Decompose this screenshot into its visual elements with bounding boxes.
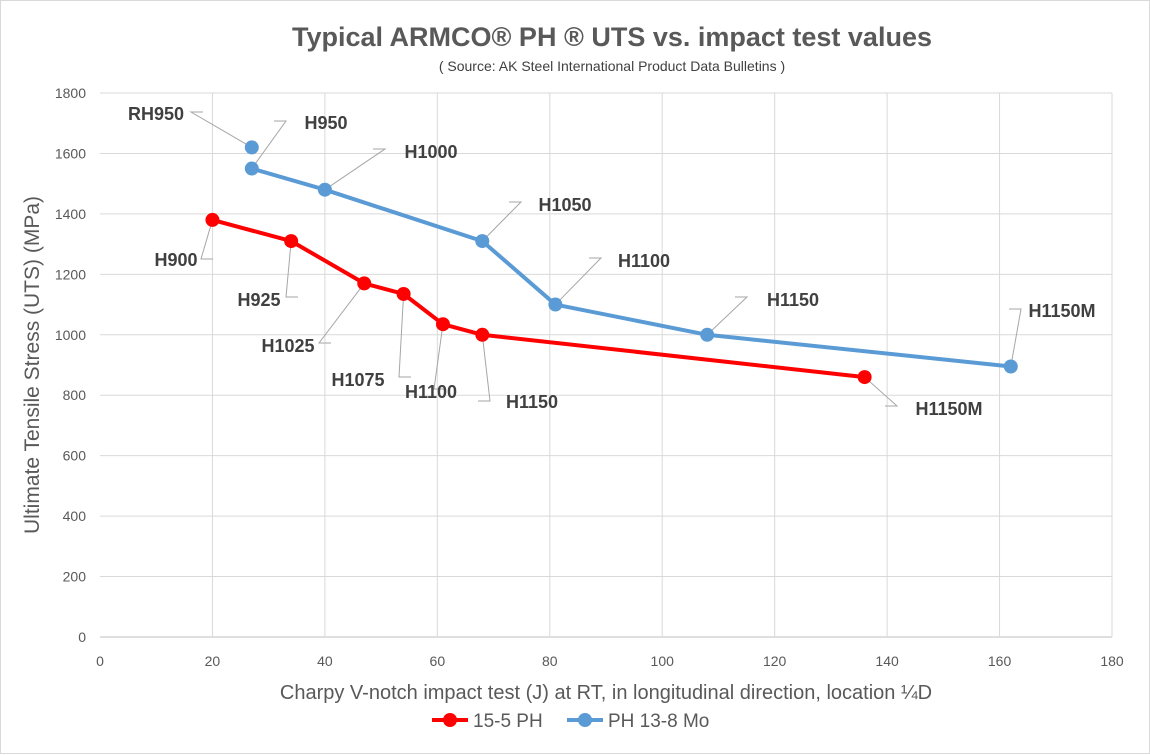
- x-tick-label: 180: [1100, 653, 1124, 669]
- data-label-ph-13-8-mo: H1150: [767, 290, 819, 310]
- data-label-ph-13-8-mo: H1000: [404, 142, 457, 162]
- x-tick-label: 120: [763, 653, 787, 669]
- data-point-ph-13-8-mo[interactable]: [548, 297, 563, 312]
- y-tick-label: 400: [63, 508, 87, 524]
- data-point-ph-13-8-mo[interactable]: [475, 234, 490, 249]
- chart-subtitle: ( Source: AK Steel International Product…: [439, 58, 785, 74]
- leader-line: [433, 324, 446, 390]
- data-label-ph-13-8-mo: H1100: [618, 251, 670, 271]
- y-tick-label: 1800: [55, 85, 86, 101]
- legend: 15-5 PH PH 13-8 Mo: [432, 711, 709, 732]
- legend-item-15-5-ph[interactable]: 15-5 PH: [432, 711, 543, 732]
- x-tick-label: 80: [542, 653, 558, 669]
- label-leaders: [189, 111, 1022, 407]
- data-label-15-5-ph: H1150: [506, 392, 558, 412]
- legend-marker-15-5-ph: [443, 713, 457, 727]
- data-label-15-5-ph: H1100: [405, 382, 457, 402]
- data-label-ph-13-8-mo: H950: [304, 113, 347, 133]
- data-point-ph-13-8-mo[interactable]: [1003, 359, 1018, 374]
- tick-labels: 0 200 400 600 800 1000 1200 1400 1600 1800 0 20 40 60…: [55, 85, 1124, 669]
- data-point-15-5-ph[interactable]: [475, 327, 490, 342]
- y-tick-label: 1000: [55, 327, 86, 343]
- x-tick-label: 40: [317, 653, 333, 669]
- y-tick-label: 1600: [55, 145, 86, 161]
- data-point-15-5-ph[interactable]: [205, 212, 220, 227]
- data-point-ph-13-8-mo[interactable]: [700, 327, 715, 342]
- x-tick-label: 100: [651, 653, 675, 669]
- leader-line: [251, 120, 287, 169]
- data-label-15-5-ph: H900: [154, 250, 197, 270]
- data-label-ph-13-8-mo: RH950: [128, 104, 184, 124]
- x-tick-label: 160: [988, 653, 1012, 669]
- leader-line: [481, 201, 523, 242]
- data-label-ph-13-8-mo: H1050: [538, 195, 591, 215]
- leader-line: [555, 257, 603, 305]
- leader-line: [398, 293, 411, 378]
- y-tick-label: 200: [63, 569, 87, 585]
- leader-line: [324, 148, 387, 191]
- series-group: [205, 140, 1018, 385]
- y-tick-label: 600: [63, 448, 87, 464]
- leader-line: [285, 241, 298, 298]
- data-label-15-5-ph: H1150M: [915, 399, 982, 419]
- leader-line: [317, 283, 365, 344]
- x-tick-label: 20: [205, 653, 221, 669]
- data-point-15-5-ph[interactable]: [357, 276, 372, 291]
- x-tick-label: 60: [430, 653, 446, 669]
- leader-line: [200, 219, 213, 260]
- y-tick-label: 1400: [55, 206, 86, 222]
- y-tick-label: 1200: [55, 266, 86, 282]
- series-line-ph-13-8-mo: [251, 166, 1012, 369]
- y-tick-label: 800: [63, 387, 87, 403]
- legend-item-ph-13-8-mo[interactable]: PH 13-8 Mo: [567, 711, 709, 732]
- legend-label-ph-13-8-mo: PH 13-8 Mo: [608, 711, 709, 732]
- x-tick-label: 140: [875, 653, 899, 669]
- data-label-15-5-ph: H1075: [331, 370, 384, 390]
- point-labels: H900 H925 H1025 H1075 H1100 H1150 H1150M RH950 H…: [128, 104, 1096, 419]
- legend-label-15-5-ph: 15-5 PH: [473, 711, 543, 732]
- chart-title: Typical ARMCO® PH ® UTS vs. impact test …: [292, 22, 932, 52]
- data-point-ph-13-8-mo[interactable]: [244, 140, 259, 155]
- data-label-ph-13-8-mo: H1150M: [1028, 301, 1095, 321]
- y-axis-label: Ultimate Tensile Stress (UTS) (MPa): [21, 196, 44, 534]
- x-axis-label: Charpy V-notch impact test (J) at RT, in…: [280, 682, 932, 704]
- leader-line: [478, 334, 491, 402]
- leader-line: [189, 111, 253, 148]
- leader-line: [706, 296, 749, 336]
- x-tick-label: 0: [96, 653, 104, 669]
- data-point-15-5-ph[interactable]: [435, 317, 450, 332]
- y-tick-label: 0: [78, 629, 86, 645]
- data-point-ph-13-8-mo[interactable]: [244, 161, 259, 176]
- data-point-15-5-ph[interactable]: [396, 286, 411, 301]
- data-label-15-5-ph: H925: [237, 290, 280, 310]
- legend-marker-ph-13-8-mo: [578, 713, 592, 727]
- data-label-15-5-ph: H1025: [261, 336, 314, 356]
- leader-line: [1009, 308, 1022, 367]
- data-point-ph-13-8-mo[interactable]: [317, 182, 332, 197]
- data-point-15-5-ph[interactable]: [284, 234, 299, 249]
- data-point-15-5-ph[interactable]: [857, 370, 872, 385]
- leader-line: [864, 376, 899, 407]
